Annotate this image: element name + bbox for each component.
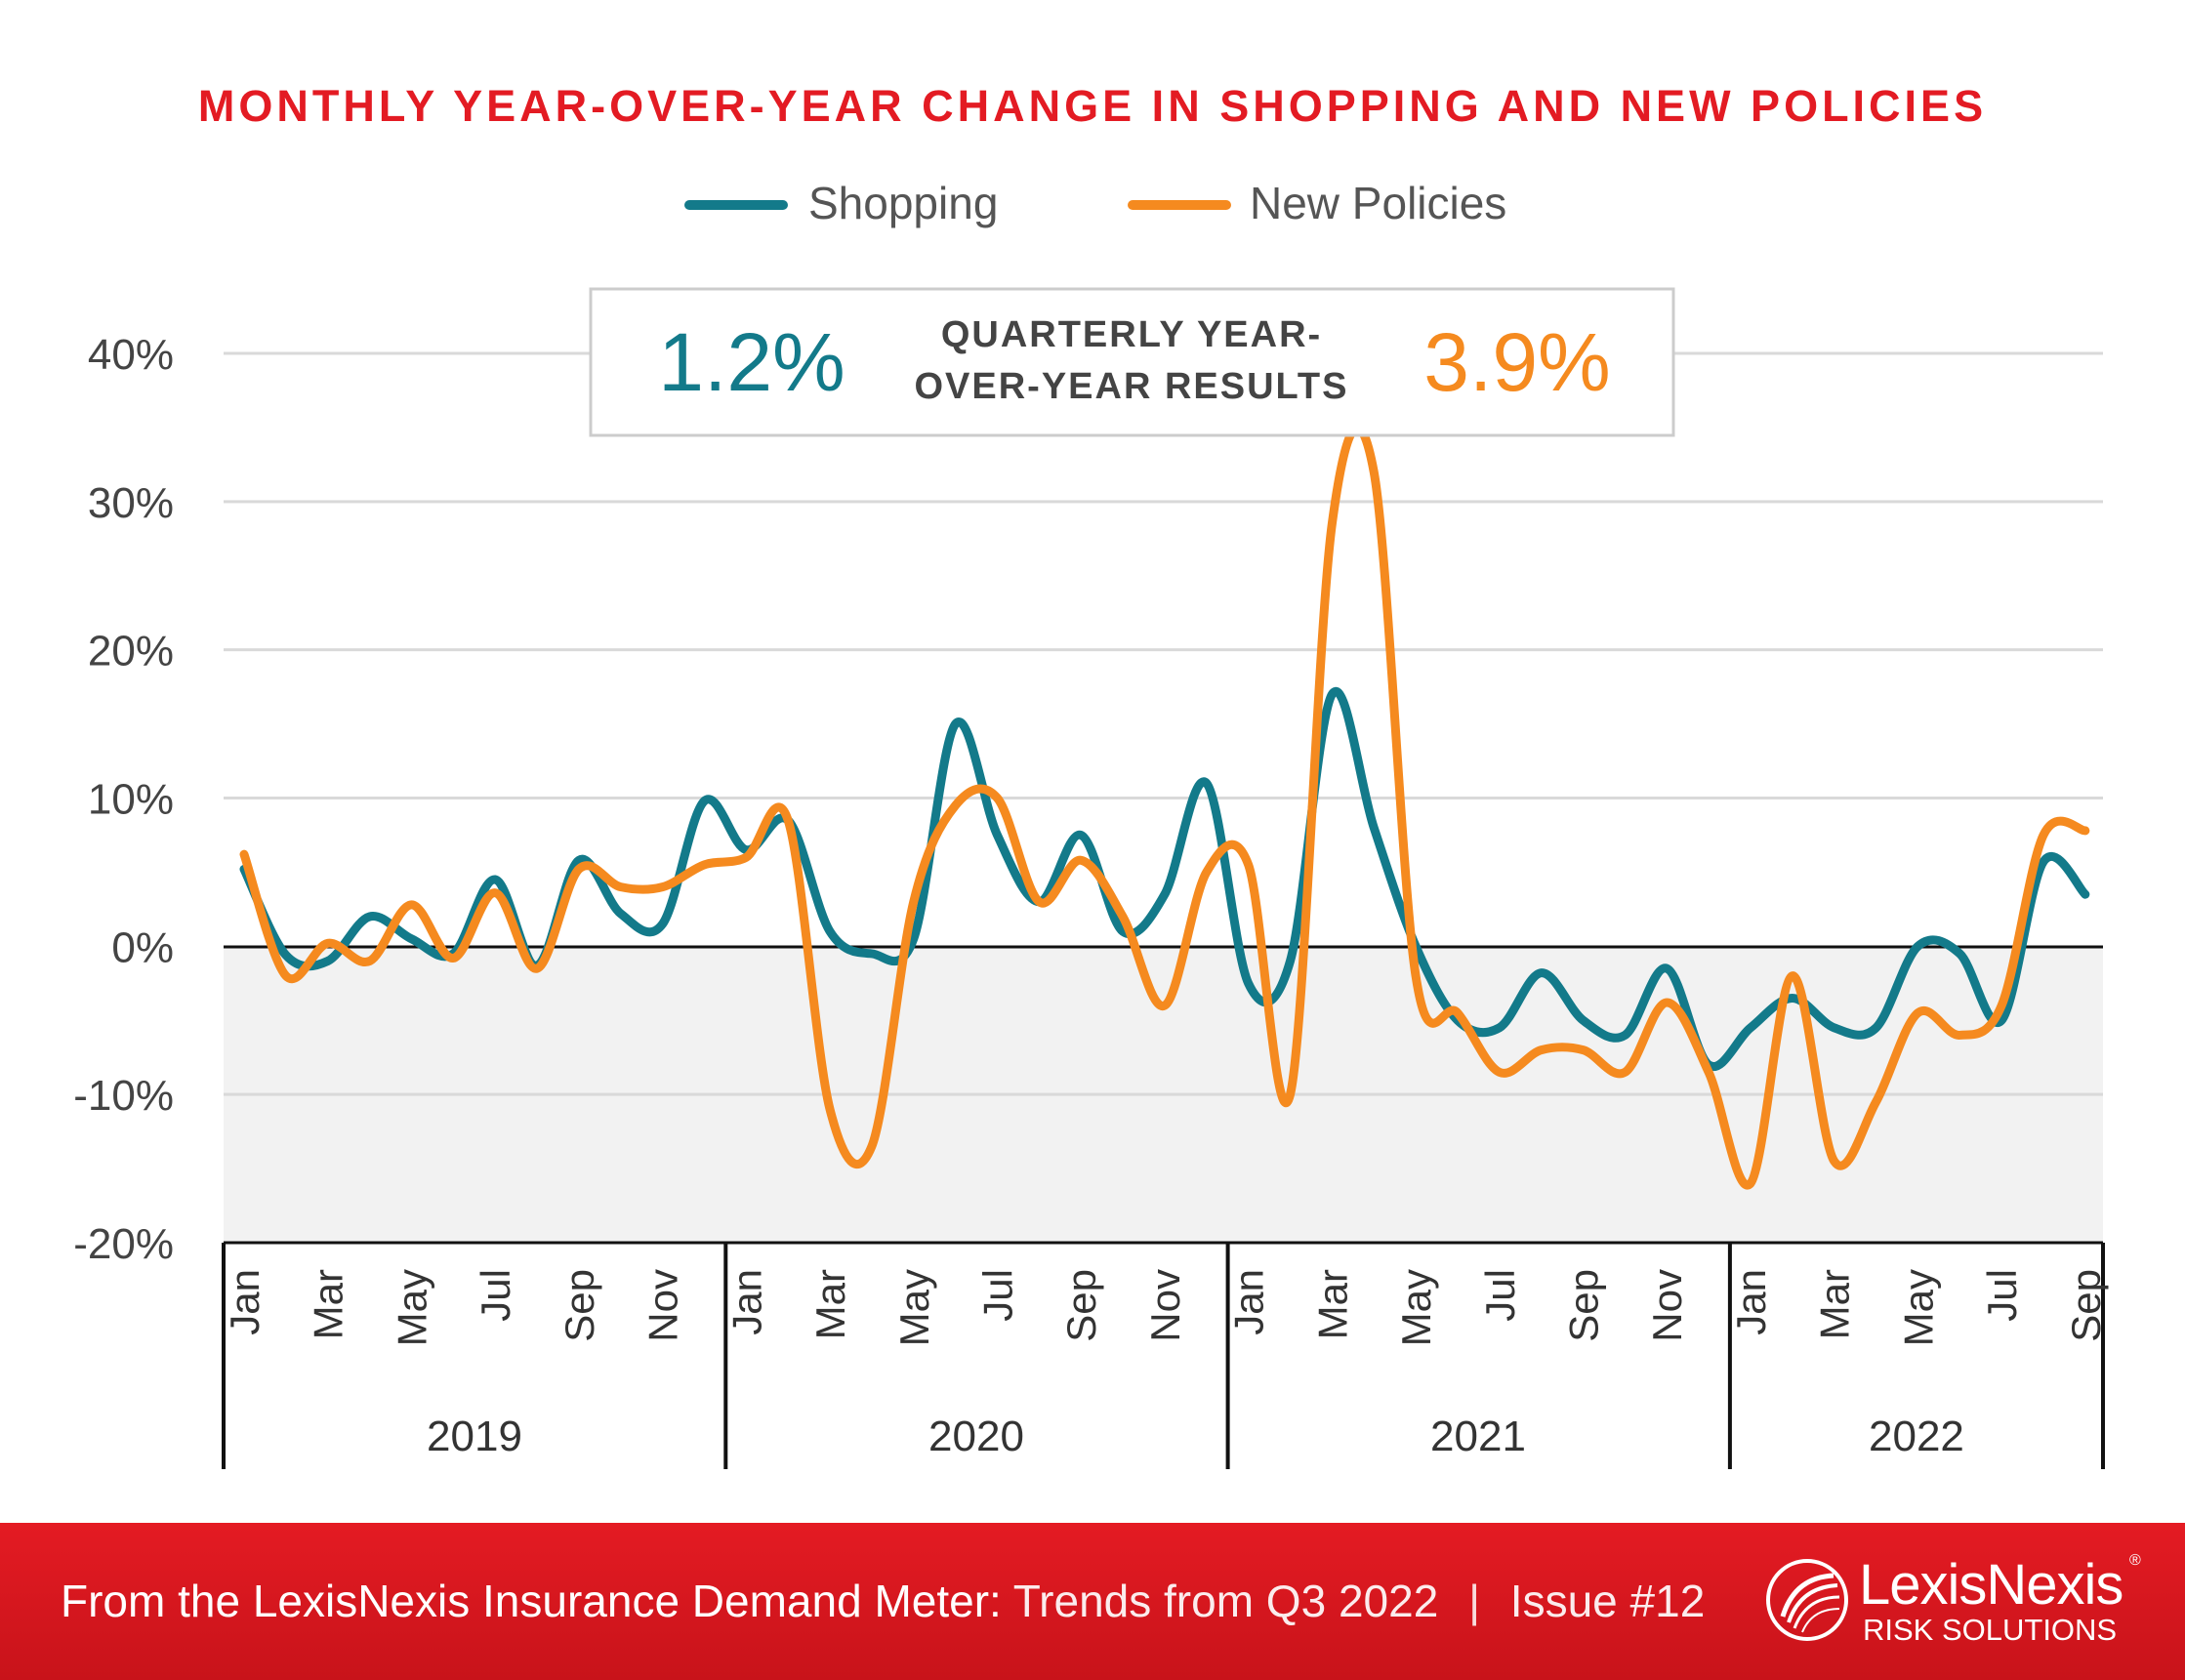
x-tick-label: May bbox=[891, 1269, 937, 1346]
x-tick-label: Nov bbox=[1644, 1269, 1690, 1342]
callout-label-line1: QUARTERLY YEAR- bbox=[941, 314, 1322, 355]
footer-issue: Issue #12 bbox=[1509, 1576, 1706, 1626]
legend: Shopping New Policies bbox=[684, 178, 1506, 228]
x-tick-label: Jan bbox=[723, 1269, 769, 1335]
year-label: 2021 bbox=[1430, 1413, 1526, 1460]
lexisnexis-logo: LexisNexis ® RISK SOLUTIONS bbox=[1765, 1552, 2156, 1650]
series-line-new-policies bbox=[239, 423, 2090, 1190]
y-tick-label: -20% bbox=[73, 1220, 174, 1268]
y-tick-label: 10% bbox=[88, 776, 174, 824]
x-tick-label: Nov bbox=[640, 1269, 686, 1342]
x-tick-label: Sep bbox=[1058, 1269, 1104, 1342]
footer-source: From the LexisNexis Insurance Demand Met… bbox=[61, 1576, 1002, 1626]
legend-label-shopping: Shopping bbox=[808, 178, 998, 228]
footer-trends: Trends from Q3 2022 bbox=[1012, 1576, 1439, 1626]
y-axis-ticks: 40% 30% 20% 10% 0% -10% -20% bbox=[73, 331, 174, 1268]
year-label: 2022 bbox=[1869, 1413, 1964, 1460]
year-label: 2020 bbox=[928, 1413, 1024, 1460]
y-tick-label: 20% bbox=[88, 628, 174, 676]
x-tick-label: Mar bbox=[1309, 1269, 1355, 1339]
y-tick-label: -10% bbox=[73, 1072, 174, 1120]
y-tick-label: 0% bbox=[111, 923, 174, 971]
series-lines bbox=[239, 423, 2090, 1190]
x-tick-label: Sep bbox=[2063, 1269, 2109, 1342]
x-tick-label: Jul bbox=[1979, 1269, 2025, 1322]
chart: MONTHLY YEAR-OVER-YEAR CHANGE IN SHOPPIN… bbox=[73, 81, 2109, 1469]
x-axis: Jan Mar May Jul Sep Nov Jan Mar May Jul Sep Nov Jan M… bbox=[222, 1241, 2109, 1469]
callout-policies-value: 3.9% bbox=[1423, 316, 1610, 408]
callout-shopping-value: 1.2% bbox=[658, 316, 845, 408]
series-line-shopping bbox=[239, 686, 2090, 1071]
footer-separator: | bbox=[1468, 1576, 1481, 1626]
x-tick-label: Jul bbox=[974, 1269, 1020, 1322]
callout-label-line2: OVER-YEAR RESULTS bbox=[914, 366, 1348, 407]
callout-box bbox=[589, 287, 1675, 437]
footer-text: From the LexisNexis Insurance Demand Met… bbox=[61, 1523, 1705, 1680]
x-tick-label: Jan bbox=[1728, 1269, 1774, 1335]
x-tick-label: Jan bbox=[1226, 1269, 1272, 1335]
logo-globe-icon bbox=[1766, 1559, 1848, 1641]
x-tick-label: May bbox=[1895, 1269, 1941, 1346]
legend-label-new-policies: New Policies bbox=[1250, 178, 1506, 228]
x-tick-label: Nov bbox=[1142, 1269, 1188, 1342]
x-tick-label: Sep bbox=[557, 1269, 602, 1342]
x-tick-label: Mar bbox=[306, 1269, 351, 1339]
logo-subtitle: RISK SOLUTIONS bbox=[1863, 1613, 2118, 1647]
year-label: 2019 bbox=[427, 1413, 522, 1460]
x-tick-label: Mar bbox=[1812, 1269, 1858, 1339]
x-tick-label: Mar bbox=[807, 1269, 853, 1339]
x-tick-label: May bbox=[1393, 1269, 1439, 1346]
x-tick-label: May bbox=[389, 1269, 434, 1346]
quarterly-callout: 1.2% QUARTERLY YEAR- OVER-YEAR RESULTS 3… bbox=[589, 287, 1675, 437]
footer-banner: From the LexisNexis Insurance Demand Met… bbox=[0, 1523, 2185, 1680]
x-tick-label: Jul bbox=[1477, 1269, 1523, 1322]
y-tick-label: 40% bbox=[88, 331, 174, 379]
chart-title: MONTHLY YEAR-OVER-YEAR CHANGE IN SHOPPIN… bbox=[198, 81, 1987, 131]
x-tick-label: Sep bbox=[1561, 1269, 1607, 1342]
y-tick-label: 30% bbox=[88, 479, 174, 527]
x-tick-label: Jul bbox=[473, 1269, 518, 1322]
logo-registered: ® bbox=[2129, 1552, 2141, 1569]
logo-name: LexisNexis bbox=[1859, 1553, 2123, 1617]
x-tick-label: Jan bbox=[222, 1269, 268, 1335]
